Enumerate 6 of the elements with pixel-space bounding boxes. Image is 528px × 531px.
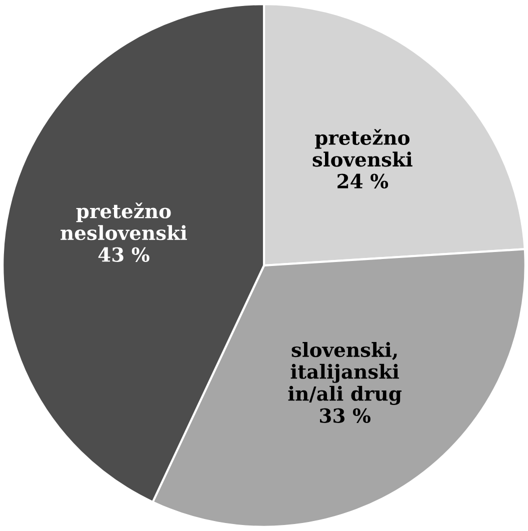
data-label: 33 % xyxy=(320,408,370,423)
slice-label: pretežno slovenski xyxy=(312,129,412,167)
data-label: 24 % xyxy=(338,174,388,189)
slice-label: pretežno neslovenski xyxy=(60,202,187,240)
slice-label: slovenski, italijanski in/ali drug xyxy=(288,342,402,405)
data-label: 43 % xyxy=(98,247,150,262)
